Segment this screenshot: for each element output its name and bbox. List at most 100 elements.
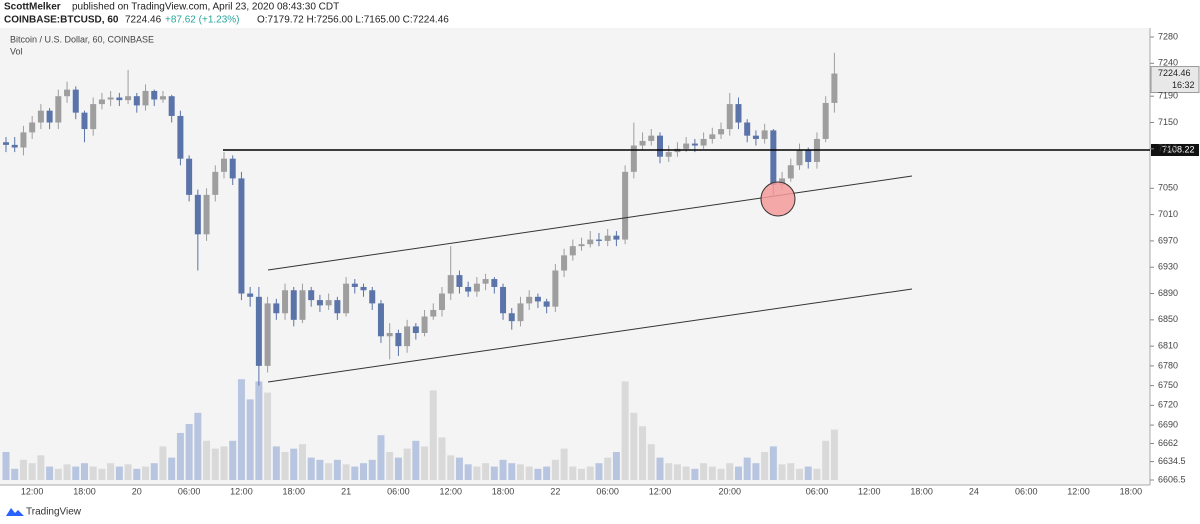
- volume-label: Vol: [10, 46, 23, 56]
- candle-body: [657, 135, 663, 157]
- candle-body: [552, 270, 559, 307]
- volume-bar: [298, 444, 306, 480]
- price-change: +87.62 (+1.23%): [165, 15, 240, 26]
- candle-body: [72, 89, 79, 113]
- volume-bar: [499, 459, 507, 480]
- candle-body: [447, 275, 454, 294]
- candle-body: [194, 194, 201, 235]
- y-tick-label: 7190: [1158, 91, 1178, 101]
- volume-bar: [281, 452, 289, 480]
- candle-body: [709, 134, 716, 139]
- header: ScottMelker published on TradingView.com…: [4, 2, 449, 26]
- candle-body: [517, 303, 524, 322]
- volume-bar: [473, 466, 481, 480]
- volume-bar: [133, 468, 141, 480]
- y-tick-label: 6970: [1158, 235, 1178, 245]
- candle-body: [81, 112, 88, 130]
- y-tick-label: 7010: [1158, 209, 1178, 219]
- footer: TradingView: [6, 507, 82, 518]
- candle-body: [569, 246, 576, 256]
- published-note: published on TradingView.com, April 23, …: [72, 2, 339, 13]
- level-tag-label: 7108.22: [1162, 144, 1195, 154]
- x-tick-label: 06:00: [178, 486, 201, 496]
- candle-body: [752, 135, 759, 139]
- candle-body: [683, 143, 690, 149]
- volume-bar: [604, 457, 612, 480]
- volume-bar: [656, 457, 664, 480]
- level-tag: [1151, 143, 1199, 156]
- volume-bar: [290, 448, 298, 480]
- volume-bar: [421, 446, 429, 480]
- volume-bar: [46, 466, 54, 480]
- volume-bar: [543, 466, 551, 480]
- volume-bar: [769, 446, 777, 480]
- x-tick-label: 20: [132, 486, 142, 496]
- volume-bar: [377, 435, 385, 480]
- x-tick-label: 18:00: [910, 486, 933, 496]
- volume-bar: [72, 466, 80, 480]
- candle-body: [142, 90, 149, 106]
- y-tick-label: 6662: [1158, 438, 1178, 448]
- countdown-label: 16:32: [1172, 80, 1195, 90]
- last-price-label: 7224.46: [1158, 68, 1191, 78]
- candle-body: [805, 150, 812, 162]
- volume-bar: [665, 463, 673, 480]
- volume-bar: [595, 463, 603, 480]
- volume-bar: [211, 448, 219, 480]
- candle-body: [168, 96, 175, 116]
- volume-bar: [142, 466, 150, 480]
- volume-bar: [63, 464, 71, 480]
- y-tick-label: 7240: [1158, 58, 1178, 68]
- volume-bar: [19, 459, 27, 480]
- candle-body: [37, 110, 44, 123]
- volume-bar: [508, 463, 516, 480]
- candle-body: [46, 110, 53, 123]
- volume-bar: [586, 466, 594, 480]
- series: [2, 52, 1150, 480]
- x-tick-label: 18:00: [1120, 486, 1143, 496]
- candle-body: [133, 96, 140, 106]
- volume-bar: [89, 466, 97, 480]
- x-tick-label: 24: [969, 486, 979, 496]
- candle-body: [534, 296, 541, 302]
- x-tick-label: 06:00: [806, 486, 829, 496]
- candle-body: [203, 194, 210, 235]
- volume-bar: [673, 464, 681, 480]
- candle-body: [159, 96, 166, 100]
- volume-bar: [150, 463, 158, 480]
- volume-bar: [403, 448, 411, 480]
- brand: TradingView: [26, 507, 82, 518]
- x-tick-label: 18:00: [282, 486, 305, 496]
- volume-bar: [691, 468, 699, 480]
- y-tick-label: 6690: [1158, 419, 1178, 429]
- volume-bar: [761, 452, 769, 480]
- candle-body: [177, 115, 184, 159]
- candle-body: [255, 296, 262, 366]
- volume-bar: [708, 466, 716, 480]
- volume-bar: [516, 464, 524, 480]
- volume-bar: [333, 459, 341, 480]
- candle-body: [386, 332, 393, 337]
- candle-body: [604, 235, 611, 241]
- candle-body: [351, 283, 358, 287]
- candle-body: [622, 171, 629, 240]
- volume-bar: [368, 459, 376, 480]
- y-tick-label: 6750: [1158, 380, 1178, 390]
- y-tick-label: 6606.5: [1158, 474, 1186, 484]
- candle-body: [473, 283, 480, 292]
- drawings: [267, 175, 913, 383]
- candle-body: [779, 178, 786, 185]
- x-tick-label: 12:00: [21, 486, 44, 496]
- volume-bar: [464, 464, 472, 480]
- volume-bar: [185, 424, 193, 480]
- volume-bar: [438, 437, 446, 480]
- candle-body: [98, 99, 105, 105]
- volume-bar: [447, 455, 455, 480]
- volume-bar: [551, 459, 559, 480]
- candle-body: [229, 158, 236, 179]
- volume-bar: [54, 468, 62, 480]
- volume-bar: [700, 463, 708, 480]
- volume-bar: [612, 452, 620, 480]
- candle-body: [116, 97, 123, 101]
